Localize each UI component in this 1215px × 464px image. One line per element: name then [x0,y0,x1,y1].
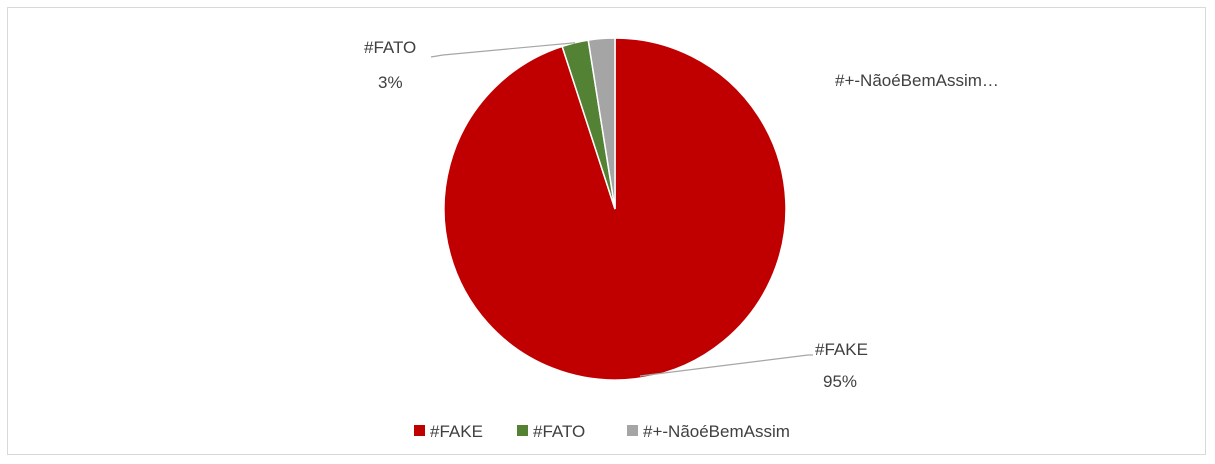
data-label-nao-e-bem-assim-category: #+-NãoéBemAssim… [835,71,999,90]
data-label-fato-percent: 3% [378,73,403,92]
leader-line-fato [430,42,576,58]
data-label-fake-percent: 95% [823,372,857,391]
legend-label-fake: #FAKE [430,422,483,441]
legend-swatch-fato [517,425,528,436]
data-label-fake-category: #FAKE [815,340,868,359]
pie-slice-nao-e-bem-assim [587,37,616,210]
legend-label-nao-e-bem-assim: #+-NãoéBemAssim [643,422,790,441]
legend-label-fato: #FATO [533,422,585,441]
data-label-fato-category: #FATO [364,38,416,57]
pie-slice-fake [443,37,787,381]
pie-slices [443,37,787,381]
legend-swatch-nao-e-bem-assim [627,425,638,436]
leader-line-fake [639,354,813,377]
legend-swatch-fake [414,425,425,436]
legend: #FAKE #FATO #+-NãoéBemAssim [414,422,790,441]
leader-lines [430,42,813,377]
